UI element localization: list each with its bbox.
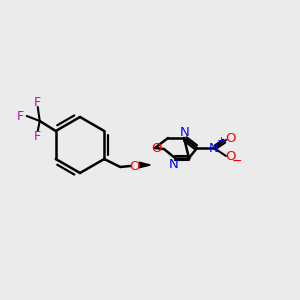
Text: −: − bbox=[232, 154, 242, 167]
Text: N: N bbox=[180, 125, 190, 139]
Text: N: N bbox=[209, 142, 219, 154]
Text: O: O bbox=[226, 133, 236, 146]
Text: F: F bbox=[34, 95, 41, 109]
Text: O: O bbox=[226, 151, 236, 164]
Text: N: N bbox=[169, 158, 179, 170]
Polygon shape bbox=[139, 162, 150, 168]
Text: O: O bbox=[152, 142, 162, 154]
Text: O: O bbox=[129, 160, 140, 172]
Text: F: F bbox=[34, 130, 41, 142]
Text: F: F bbox=[17, 110, 24, 122]
Text: +: + bbox=[217, 136, 225, 146]
